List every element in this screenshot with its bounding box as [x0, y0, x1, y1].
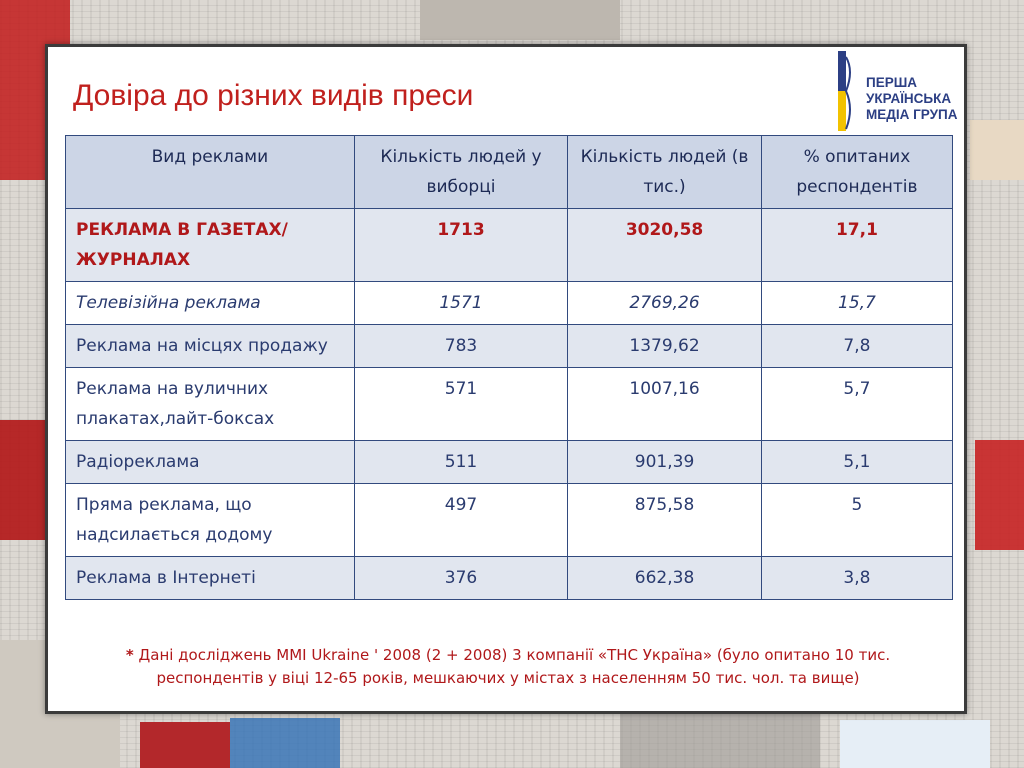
background-newspaper [420, 0, 620, 40]
footnote-text: Дані досліджень MMI Ukraine ' 2008 (2 + … [138, 646, 891, 687]
table-row: Реклама на вуличних плакатах,лайт-боксах… [65, 367, 954, 441]
cell-percent: 7,8 [760, 324, 954, 368]
cell-percent: 5,7 [760, 367, 954, 441]
trust-table: Вид реклами Кількість людей у виборці Кі… [65, 135, 954, 600]
table-row: Реклама на місцях продажу 783 1379,62 7,… [65, 324, 954, 368]
cell-count: 783 [353, 324, 569, 368]
header-sample-count: Кількість людей у виборці [353, 135, 569, 209]
cell-count: 497 [353, 483, 569, 557]
header-percent: % опитаних респондентів [760, 135, 954, 209]
cell-thousands: 1379,62 [567, 324, 762, 368]
background-newspaper [230, 718, 340, 768]
cell-thousands: 3020,58 [567, 208, 762, 282]
cell-count: 1713 [353, 208, 569, 282]
logo-flag-icon [838, 51, 851, 131]
cell-percent: 15,7 [760, 281, 954, 325]
cell-count: 1571 [353, 281, 569, 325]
table-row: Пряма реклама, що надсилається додому 49… [65, 483, 954, 557]
cell-thousands: 875,58 [567, 483, 762, 557]
cell-ad-type: Реклама в Інтернеті [65, 556, 355, 600]
background-newspaper [140, 722, 230, 768]
logo-line-3: МЕДІА ГРУПА [866, 107, 958, 122]
cell-ad-type: Реклама на вуличних плакатах,лайт-боксах [65, 367, 355, 441]
cell-ad-type: РЕКЛАМА В ГАЗЕТАХ/ЖУРНАЛАХ [65, 208, 355, 282]
cell-count: 511 [353, 440, 569, 484]
table-row: Радіореклама 511 901,39 5,1 [65, 440, 954, 484]
cell-percent: 5,1 [760, 440, 954, 484]
header-ad-type: Вид реклами [65, 135, 355, 209]
cell-thousands: 662,38 [567, 556, 762, 600]
cell-ad-type: Телевізійна реклама [65, 281, 355, 325]
cell-count: 571 [353, 367, 569, 441]
cell-percent: 5 [760, 483, 954, 557]
header-people-thousands: Кількість людей (в тис.) [567, 135, 762, 209]
cell-thousands: 901,39 [567, 440, 762, 484]
background-newspaper [620, 712, 820, 768]
table-row: Телевізійна реклама 1571 2769,26 15,7 [65, 281, 954, 325]
cell-percent: 3,8 [760, 556, 954, 600]
cell-count: 376 [353, 556, 569, 600]
page-title: Довіра до різних видів преси [73, 79, 474, 112]
cell-thousands: 1007,16 [567, 367, 762, 441]
media-group-logo: ПЕРША УКРАЇНСЬКА МЕДІА ГРУПА [832, 51, 964, 135]
slide: Довіра до різних видів преси ПЕРША УКРАЇ… [45, 44, 967, 714]
cell-ad-type: Радіореклама [65, 440, 355, 484]
footnote-star: * [125, 646, 134, 664]
cell-percent: 17,1 [760, 208, 954, 282]
footnote: * Дані досліджень MMI Ukraine ' 2008 (2 … [88, 644, 928, 690]
logo-line-1: ПЕРША [866, 75, 918, 90]
background-newspaper [0, 420, 45, 540]
table-row: Реклама в Інтернеті 376 662,38 3,8 [65, 556, 954, 600]
cell-thousands: 2769,26 [567, 281, 762, 325]
table-row: РЕКЛАМА В ГАЗЕТАХ/ЖУРНАЛАХ 1713 3020,58 … [65, 208, 954, 282]
cell-ad-type: Реклама на місцях продажу [65, 324, 355, 368]
logo-line-2: УКРАЇНСЬКА [866, 91, 952, 106]
background-newspaper [840, 720, 990, 768]
background-newspaper [975, 440, 1024, 550]
table-header-row: Вид реклами Кількість людей у виборці Кі… [65, 135, 954, 209]
cell-ad-type: Пряма реклама, що надсилається додому [65, 483, 355, 557]
background-newspaper [970, 120, 1024, 180]
